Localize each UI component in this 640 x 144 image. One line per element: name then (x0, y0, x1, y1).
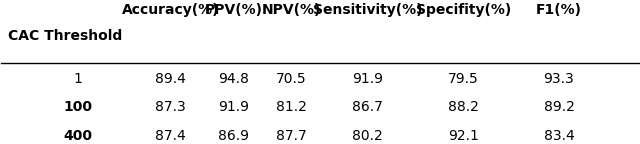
Text: 400: 400 (63, 129, 92, 143)
Text: 91.9: 91.9 (218, 101, 250, 114)
Text: 86.7: 86.7 (353, 101, 383, 114)
Text: 79.5: 79.5 (448, 72, 479, 86)
Text: Accuracy(%): Accuracy(%) (122, 3, 219, 17)
Text: PPV(%): PPV(%) (205, 3, 263, 17)
Text: 86.9: 86.9 (218, 129, 250, 143)
Text: 87.7: 87.7 (276, 129, 307, 143)
Text: 94.8: 94.8 (218, 72, 250, 86)
Text: CAC Threshold: CAC Threshold (8, 29, 122, 43)
Text: 81.2: 81.2 (276, 101, 307, 114)
Text: 100: 100 (63, 101, 92, 114)
Text: Specifity(%): Specifity(%) (416, 3, 511, 17)
Text: 70.5: 70.5 (276, 72, 307, 86)
Text: 89.4: 89.4 (155, 72, 186, 86)
Text: Sensitivity(%): Sensitivity(%) (313, 3, 422, 17)
Text: 87.4: 87.4 (155, 129, 186, 143)
Text: 89.2: 89.2 (543, 101, 574, 114)
Text: 1: 1 (74, 72, 83, 86)
Text: 80.2: 80.2 (353, 129, 383, 143)
Text: F1(%): F1(%) (536, 3, 582, 17)
Text: 87.3: 87.3 (155, 101, 186, 114)
Text: 88.2: 88.2 (448, 101, 479, 114)
Text: 91.9: 91.9 (352, 72, 383, 86)
Text: 83.4: 83.4 (543, 129, 574, 143)
Text: NPV(%): NPV(%) (262, 3, 321, 17)
Text: 92.1: 92.1 (448, 129, 479, 143)
Text: 93.3: 93.3 (543, 72, 574, 86)
